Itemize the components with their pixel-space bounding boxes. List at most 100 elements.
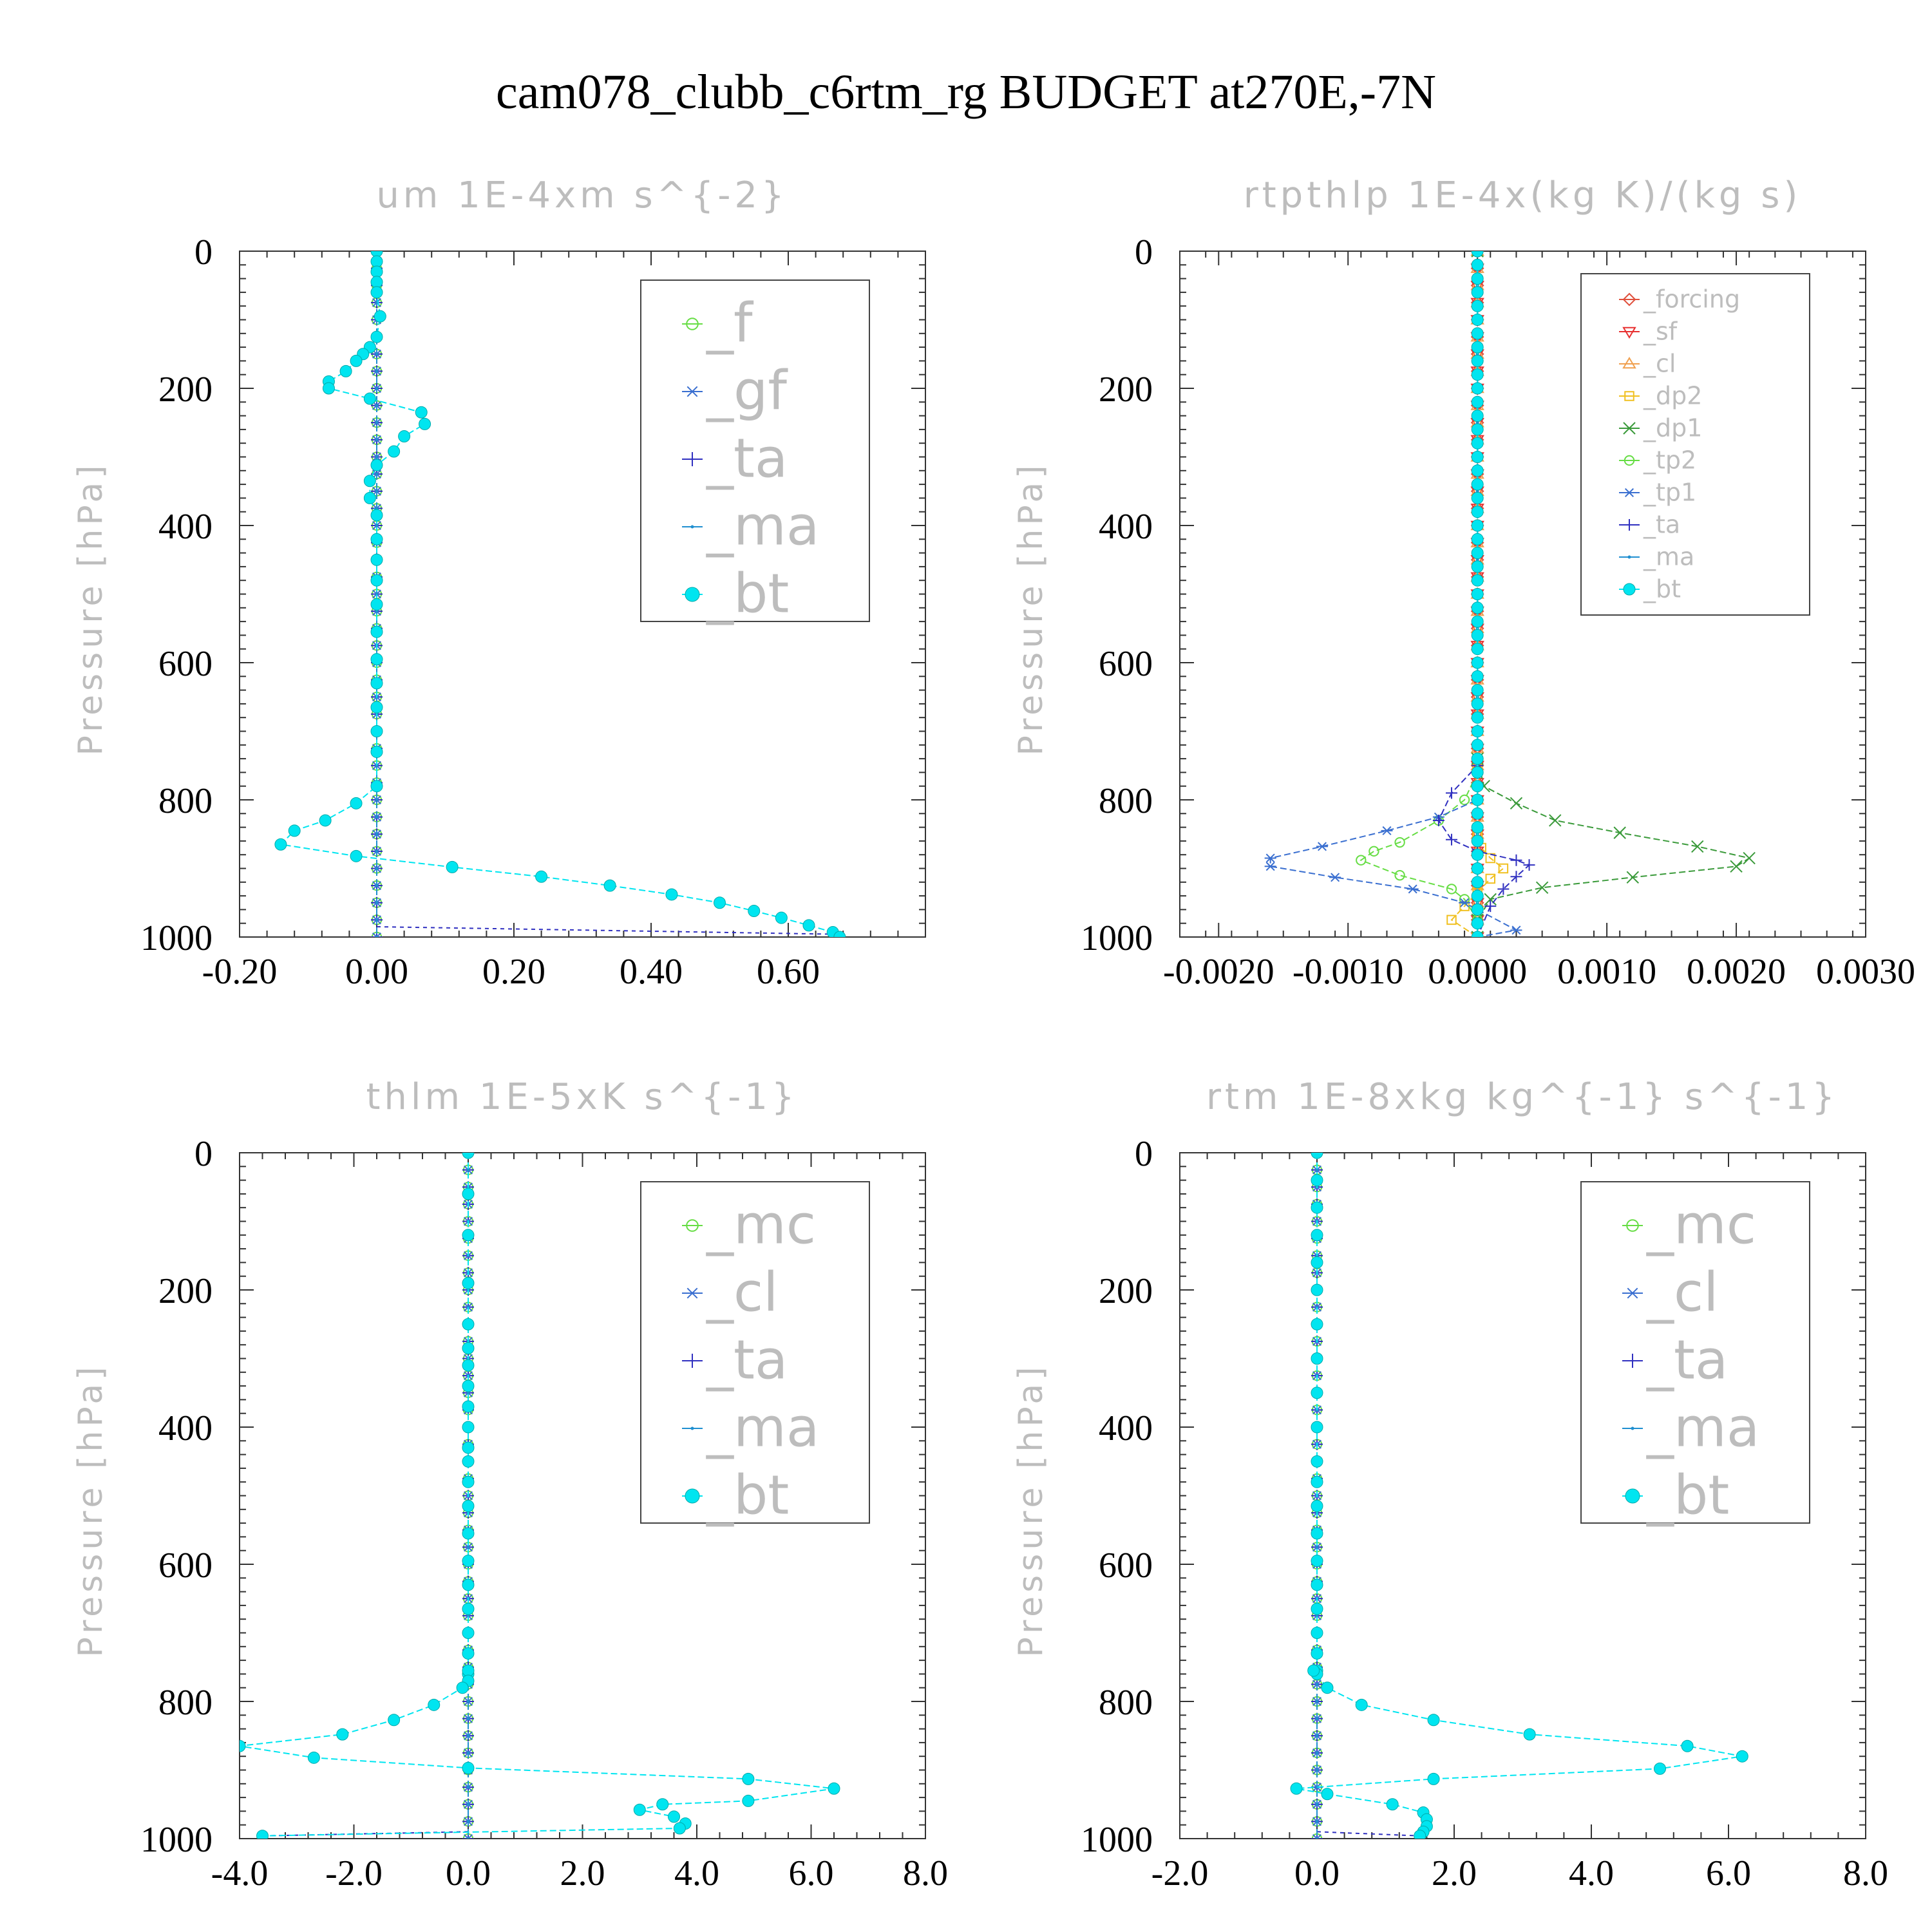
data-point xyxy=(1471,739,1484,752)
data-point xyxy=(336,1728,349,1741)
data-point xyxy=(1315,1682,1319,1686)
legend-label: _f xyxy=(706,292,754,355)
data-point xyxy=(1311,1387,1323,1399)
legend-box xyxy=(1580,273,1810,616)
legend-marker xyxy=(1624,519,1635,531)
y-tick-label: 800 xyxy=(158,781,213,821)
data-point xyxy=(370,625,383,638)
data-point xyxy=(1459,894,1470,905)
data-point xyxy=(375,592,379,596)
data-point xyxy=(1471,341,1484,354)
data-point xyxy=(1471,848,1484,861)
data-point xyxy=(1471,917,1484,930)
y-tick-label: 200 xyxy=(158,1271,213,1311)
data-point xyxy=(1471,258,1484,271)
y-tick-label: 400 xyxy=(158,507,213,547)
data-point xyxy=(1471,354,1484,367)
data-point xyxy=(1471,464,1484,477)
data-point xyxy=(1471,889,1484,902)
data-point xyxy=(1471,766,1484,779)
legend-label: _dp1 xyxy=(1643,414,1702,442)
y-tick-label: 1000 xyxy=(140,918,213,958)
legend-marker xyxy=(1624,391,1634,401)
series-line-surface xyxy=(1316,1831,1420,1837)
data-point xyxy=(1321,1788,1334,1801)
data-point xyxy=(1654,1762,1666,1775)
data-point xyxy=(370,276,383,289)
data-point xyxy=(466,1700,470,1703)
panel-title-thlm: thlm 1E-5xK s^{-1} xyxy=(366,1076,798,1118)
legend-marker xyxy=(1624,488,1635,498)
panel-um: um 1E-4xm s^{-2} Pressure [hPa] -0.20 0.0… xyxy=(71,175,926,992)
data-point xyxy=(1406,884,1419,894)
data-point xyxy=(1459,898,1471,907)
y-axis-label-thlm: Pressure [hPa] xyxy=(71,1363,110,1658)
data-point xyxy=(375,524,379,527)
data-point xyxy=(319,814,332,827)
data-point xyxy=(339,365,352,377)
data-point xyxy=(1471,793,1484,806)
legend-marker xyxy=(1623,583,1636,596)
data-point xyxy=(1681,1739,1694,1752)
data-point xyxy=(1471,506,1484,518)
data-point xyxy=(1691,840,1704,853)
legend-label: _mc xyxy=(1646,1193,1756,1256)
data-point xyxy=(1321,1681,1334,1694)
data-point xyxy=(1626,871,1640,884)
legend-marker xyxy=(1625,1287,1640,1299)
x-tick-label: 0.00 xyxy=(345,952,408,992)
data-point xyxy=(1471,601,1484,614)
data-point xyxy=(375,455,379,459)
data-point xyxy=(1394,869,1405,881)
data-point xyxy=(1459,794,1470,806)
y-tick-label: 200 xyxy=(158,370,213,410)
data-point xyxy=(371,932,383,937)
data-point xyxy=(456,1681,469,1694)
data-point xyxy=(1381,826,1393,835)
data-point xyxy=(462,1455,475,1468)
data-point xyxy=(665,888,678,901)
data-point xyxy=(375,798,379,802)
legend-label: _dp2 xyxy=(1643,382,1702,410)
data-point xyxy=(1471,560,1484,573)
data-point xyxy=(1471,643,1484,656)
data-point xyxy=(1471,876,1484,889)
data-point xyxy=(462,1153,475,1159)
data-point xyxy=(1471,862,1484,875)
data-point xyxy=(668,1810,680,1823)
legend-label: _gf xyxy=(706,359,788,422)
y-tick-label: 400 xyxy=(1099,507,1153,547)
data-point xyxy=(1311,1318,1323,1331)
x-tick-label: -0.0020 xyxy=(1163,952,1274,992)
legend-label: _bt xyxy=(706,1464,789,1527)
plot-area xyxy=(240,1153,840,1839)
legend-label: _ta xyxy=(706,427,788,490)
data-point xyxy=(466,1751,470,1755)
data-point xyxy=(1311,1578,1323,1591)
data-point xyxy=(462,1421,475,1434)
legend: _mc_cl_ta_ma_bt xyxy=(1580,1181,1810,1527)
data-point xyxy=(1471,437,1484,450)
data-point xyxy=(1427,1772,1440,1785)
x-tick-label: 6.0 xyxy=(1706,1853,1751,1893)
data-point xyxy=(363,392,376,405)
data-point xyxy=(1471,807,1484,820)
data-point xyxy=(370,553,383,566)
legend-label: _ma xyxy=(1646,1396,1759,1459)
data-point xyxy=(1315,1305,1319,1309)
data-point xyxy=(1311,1555,1323,1567)
data-point xyxy=(1471,395,1484,408)
figure-title: cam078_clubb_c6rtm_rg BUDGET at270E,-7N xyxy=(496,65,1436,119)
y-tick-label: 1000 xyxy=(140,1820,213,1860)
data-point xyxy=(1736,1750,1748,1763)
data-point xyxy=(388,445,401,458)
legend-marker xyxy=(685,452,699,466)
data-point xyxy=(466,1717,470,1721)
data-point xyxy=(1549,814,1562,827)
data-point xyxy=(1471,327,1484,340)
x-tick-label: 0.0000 xyxy=(1428,952,1527,992)
data-point xyxy=(462,1342,475,1355)
x-tick-label: 0.0 xyxy=(446,1853,491,1893)
x-tick-label: 8.0 xyxy=(903,1853,948,1893)
